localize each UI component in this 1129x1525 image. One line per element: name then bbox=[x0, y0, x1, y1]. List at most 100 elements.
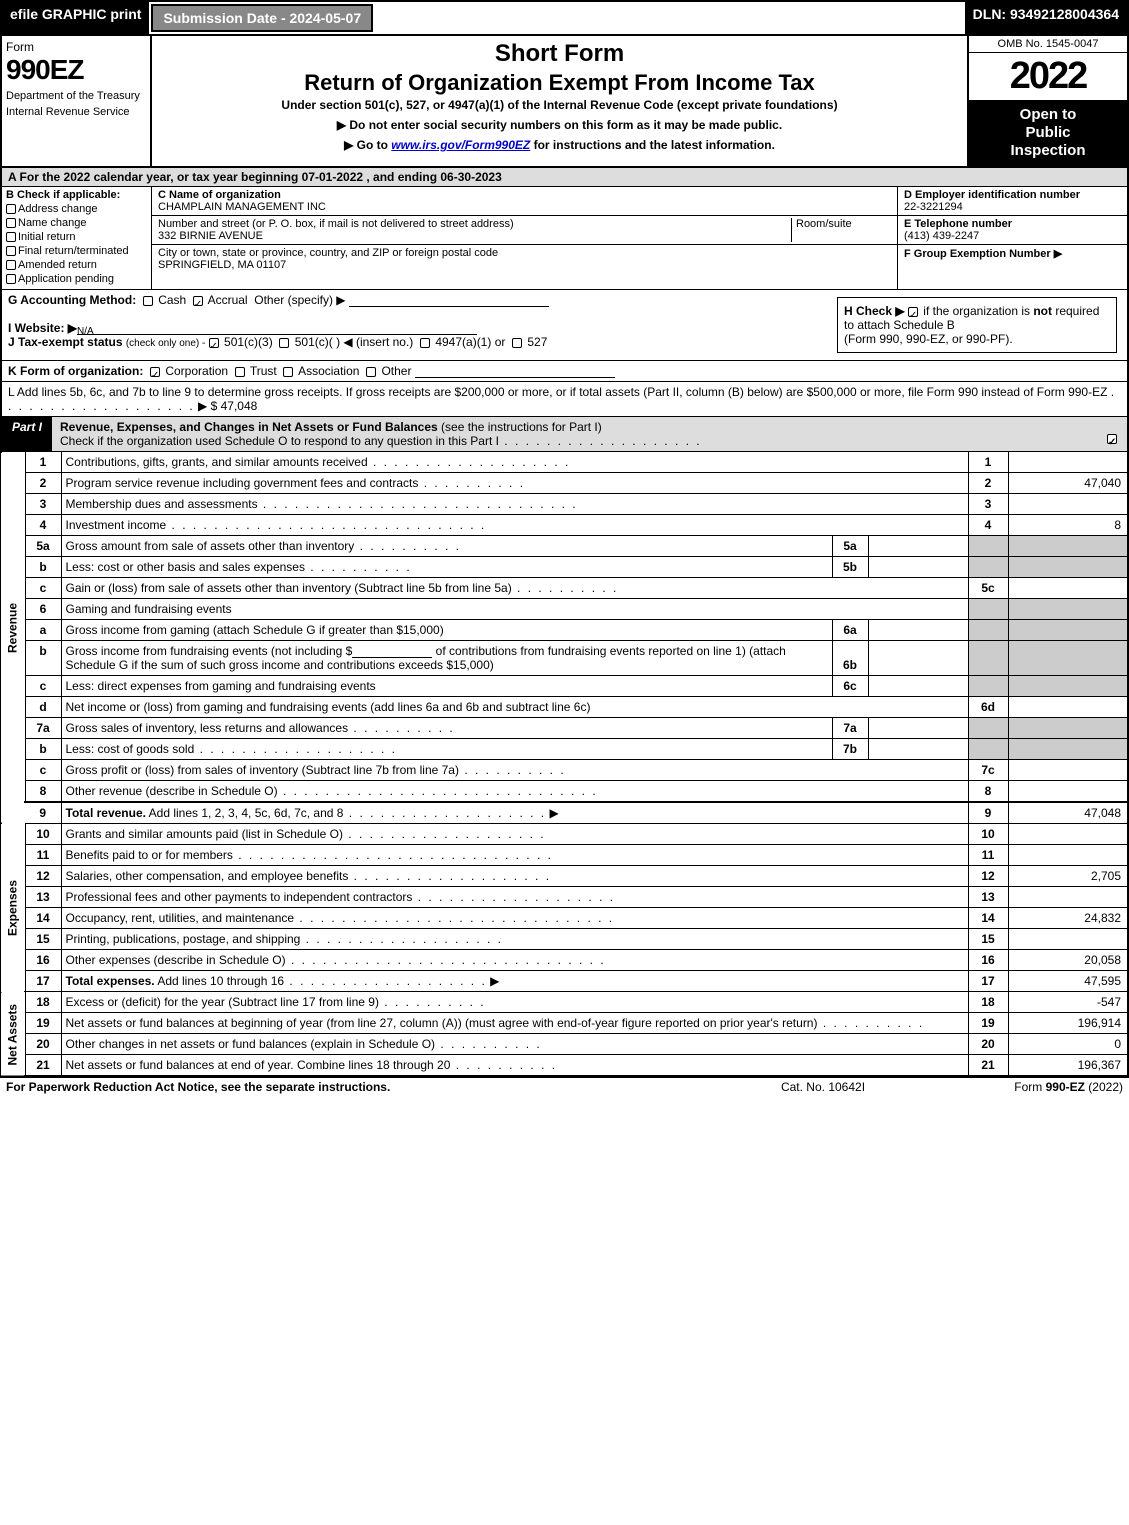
column-b: B Check if applicable: Address change Na… bbox=[2, 187, 152, 289]
cash-checkbox[interactable] bbox=[143, 296, 153, 306]
row-a-tax-year: A For the 2022 calendar year, or tax yea… bbox=[0, 168, 1129, 187]
spacer bbox=[375, 2, 965, 34]
short-form-title: Short Form bbox=[160, 40, 959, 68]
main-title: Return of Organization Exempt From Incom… bbox=[160, 70, 959, 96]
line-6d: d Net income or (loss) from gaming and f… bbox=[1, 697, 1128, 718]
group-row: F Group Exemption Number ▶ bbox=[898, 245, 1127, 262]
other-org-input[interactable] bbox=[415, 366, 615, 378]
header-left: Form 990EZ Department of the Treasury In… bbox=[2, 36, 152, 166]
accrual-label: Accrual bbox=[208, 293, 248, 307]
527-checkbox[interactable] bbox=[512, 338, 522, 348]
line-21: 21 Net assets or fund balances at end of… bbox=[1, 1055, 1128, 1077]
b-heading: B Check if applicable: bbox=[6, 189, 147, 201]
page-footer: For Paperwork Reduction Act Notice, see … bbox=[0, 1077, 1129, 1096]
line-18: Net Assets 18 Excess or (deficit) for th… bbox=[1, 992, 1128, 1013]
footer-left: For Paperwork Reduction Act Notice, see … bbox=[6, 1080, 723, 1094]
line-20: 20 Other changes in net assets or fund b… bbox=[1, 1034, 1128, 1055]
line-10: Expenses 10 Grants and similar amounts p… bbox=[1, 824, 1128, 845]
other-label: Other (specify) ▶ bbox=[254, 293, 345, 307]
check-initial-return[interactable]: Initial return bbox=[6, 231, 147, 243]
501c-checkbox[interactable] bbox=[279, 338, 289, 348]
h-text3: (Form 990, 990-EZ, or 990-PF). bbox=[844, 332, 1013, 346]
column-d: D Employer identification number 22-3221… bbox=[897, 187, 1127, 289]
row-gh: G Accounting Method: Cash Accrual Other … bbox=[0, 290, 1129, 361]
4947-checkbox[interactable] bbox=[420, 338, 430, 348]
form-label: Form bbox=[6, 40, 146, 54]
line-5c: c Gain or (loss) from sale of assets oth… bbox=[1, 578, 1128, 599]
accrual-checkbox[interactable] bbox=[193, 296, 203, 306]
tel-row: E Telephone number (413) 439-2247 bbox=[898, 216, 1127, 245]
street-row: Number and street (or P. O. box, if mail… bbox=[152, 216, 897, 245]
line-5a: 5a Gross amount from sale of assets othe… bbox=[1, 536, 1128, 557]
lines-table: Revenue 1 Contributions, gifts, grants, … bbox=[0, 452, 1129, 1077]
check-address-change[interactable]: Address change bbox=[6, 203, 147, 215]
check-name-change[interactable]: Name change bbox=[6, 217, 147, 229]
dln-label: DLN: 93492128004364 bbox=[965, 2, 1127, 34]
h-checkbox[interactable] bbox=[908, 307, 918, 317]
line-6a: a Gross income from gaming (attach Sched… bbox=[1, 620, 1128, 641]
line-3: 3 Membership dues and assessments 3 bbox=[1, 494, 1128, 515]
h-text: if the organization is bbox=[923, 304, 1033, 318]
instr2-suffix: for instructions and the latest informat… bbox=[530, 138, 775, 152]
line-7c: c Gross profit or (loss) from sales of i… bbox=[1, 760, 1128, 781]
irs-link[interactable]: www.irs.gov/Form990EZ bbox=[391, 138, 530, 152]
efile-label[interactable]: efile GRAPHIC print bbox=[2, 2, 149, 34]
expenses-side-label: Expenses bbox=[1, 824, 25, 992]
other-org-checkbox[interactable] bbox=[366, 367, 376, 377]
line-7a: 7a Gross sales of inventory, less return… bbox=[1, 718, 1128, 739]
ein-label: D Employer identification number bbox=[904, 189, 1080, 201]
line-1: Revenue 1 Contributions, gifts, grants, … bbox=[1, 452, 1128, 473]
line-17: 17 Total expenses. Add lines 10 through … bbox=[1, 971, 1128, 992]
l-amount: $ 47,048 bbox=[211, 399, 258, 413]
line-19: 19 Net assets or fund balances at beginn… bbox=[1, 1013, 1128, 1034]
6b-amount-input[interactable] bbox=[352, 646, 432, 658]
check-amended[interactable]: Amended return bbox=[6, 259, 147, 271]
website-input[interactable]: N/A bbox=[77, 323, 477, 335]
open-to-public: Open to Public Inspection bbox=[969, 100, 1127, 166]
header-center: Short Form Return of Organization Exempt… bbox=[152, 36, 967, 166]
part-1-label: Part I bbox=[2, 417, 52, 451]
instruction-1: ▶ Do not enter social security numbers o… bbox=[160, 118, 959, 132]
trust-checkbox[interactable] bbox=[235, 367, 245, 377]
line-6: 6 Gaming and fundraising events bbox=[1, 599, 1128, 620]
part-1-title: Revenue, Expenses, and Changes in Net As… bbox=[52, 417, 1127, 451]
line-9: 9 Total revenue. Add lines 1, 2, 3, 4, 5… bbox=[1, 802, 1128, 824]
assoc-checkbox[interactable] bbox=[283, 367, 293, 377]
j-label: J Tax-exempt status bbox=[8, 335, 123, 349]
line-15: 15 Printing, publications, postage, and … bbox=[1, 929, 1128, 950]
dept-irs: Internal Revenue Service bbox=[6, 106, 146, 118]
city-label: City or town, state or province, country… bbox=[158, 247, 498, 259]
subtitle: Under section 501(c), 527, or 4947(a)(1)… bbox=[160, 98, 959, 112]
501c3-checkbox[interactable] bbox=[209, 338, 219, 348]
row-a-text: A For the 2022 calendar year, or tax yea… bbox=[8, 170, 502, 184]
instruction-2: ▶ Go to www.irs.gov/Form990EZ for instru… bbox=[160, 138, 959, 152]
tel-value: (413) 439-2247 bbox=[904, 230, 979, 242]
corp-checkbox[interactable] bbox=[150, 367, 160, 377]
line-13: 13 Professional fees and other payments … bbox=[1, 887, 1128, 908]
row-k: K Form of organization: Corporation Trus… bbox=[0, 361, 1129, 382]
street-label: Number and street (or P. O. box, if mail… bbox=[158, 218, 514, 230]
part1-checkbox[interactable] bbox=[1107, 434, 1117, 444]
h-not: not bbox=[1033, 304, 1052, 318]
check-pending[interactable]: Application pending bbox=[6, 273, 147, 285]
part-1-header: Part I Revenue, Expenses, and Changes in… bbox=[0, 417, 1129, 452]
line-8: 8 Other revenue (describe in Schedule O)… bbox=[1, 781, 1128, 803]
netassets-side-label: Net Assets bbox=[1, 992, 25, 1077]
other-input[interactable] bbox=[349, 295, 549, 307]
cash-label: Cash bbox=[158, 293, 186, 307]
form-header: Form 990EZ Department of the Treasury In… bbox=[0, 34, 1129, 168]
l-text: L Add lines 5b, 6c, and 7b to line 9 to … bbox=[8, 385, 1107, 399]
open-line1: Open to bbox=[973, 106, 1123, 124]
line-12: 12 Salaries, other compensation, and emp… bbox=[1, 866, 1128, 887]
submission-date: Submission Date - 2024-05-07 bbox=[151, 4, 373, 32]
dept-treasury: Department of the Treasury bbox=[6, 90, 146, 102]
row-l: L Add lines 5b, 6c, and 7b to line 9 to … bbox=[0, 382, 1129, 417]
open-line2: Public bbox=[973, 124, 1123, 142]
line-4: 4 Investment income 4 8 bbox=[1, 515, 1128, 536]
check-final-return[interactable]: Final return/terminated bbox=[6, 245, 147, 257]
top-bar: efile GRAPHIC print Submission Date - 20… bbox=[0, 0, 1129, 34]
city-value: SPRINGFIELD, MA 01107 bbox=[158, 259, 286, 271]
tax-year: 2022 bbox=[969, 53, 1127, 100]
k-label: K Form of organization: bbox=[8, 364, 143, 378]
org-name-row: C Name of organization CHAMPLAIN MANAGEM… bbox=[152, 187, 897, 216]
